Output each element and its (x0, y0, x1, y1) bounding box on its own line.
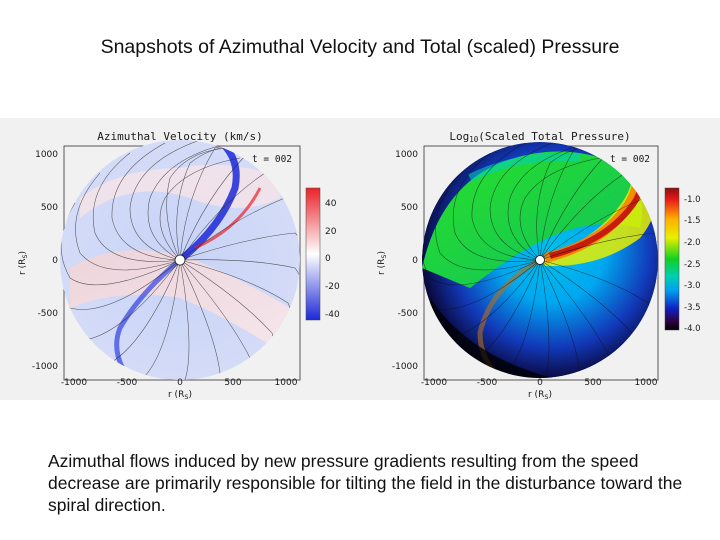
right-y-tick: 0 (412, 256, 418, 266)
left-x-tick: 1000 (275, 378, 298, 388)
right-x-axis-label: r (RS) (528, 390, 552, 400)
left-cbar-tick: 40 (325, 199, 337, 209)
right-plot-title: Log10(Scaled Total Pressure) (449, 130, 630, 144)
left-colorbar-ticks: 40 20 0 -20 -40 (325, 199, 340, 320)
figure-svg: Azimuthal Velocity (km/s) t = 002 (18, 130, 701, 400)
right-y-tick: -1000 (392, 362, 418, 372)
right-cbar-tick: -2.0 (684, 238, 701, 248)
right-cbar-tick: -4.0 (684, 324, 701, 334)
figure-strip: Azimuthal Velocity (km/s) t = 002 (0, 118, 720, 400)
right-y-tick: -500 (398, 309, 419, 319)
left-y-tick: 0 (52, 256, 58, 266)
right-colorbar-ticks: -1.0 -1.5 -2.0 -2.5 -3.0 -3.5 -4.0 (684, 195, 701, 334)
right-plot-x-ticks: -1000 -500 0 500 1000 (421, 378, 658, 388)
left-x-tick: 0 (177, 378, 183, 388)
left-x-axis-label: r (RS) (168, 390, 192, 400)
right-cbar-tick: -3.5 (684, 303, 701, 313)
left-y-tick: -500 (38, 309, 59, 319)
right-cbar-tick: -2.5 (684, 260, 701, 270)
left-y-tick: -1000 (32, 362, 58, 372)
left-y-tick: 1000 (35, 150, 58, 160)
left-x-tick: 500 (224, 378, 241, 388)
right-plot: Log10(Scaled Total Pressure) t = 002 (377, 130, 701, 400)
left-plot-time: t = 002 (252, 154, 292, 165)
left-cbar-tick: -20 (325, 282, 340, 292)
right-y-tick: 1000 (395, 150, 418, 160)
right-colorbar (664, 187, 680, 331)
left-x-tick: -1000 (61, 378, 87, 388)
right-cbar-tick: -1.5 (684, 216, 701, 226)
left-plot-y-ticks: 1000 500 0 -500 -1000 (32, 150, 58, 372)
right-x-tick: -1000 (421, 378, 447, 388)
right-plot-disk (422, 142, 658, 378)
left-x-tick: -500 (117, 378, 138, 388)
right-cbar-tick: -3.0 (684, 281, 701, 291)
right-x-tick: 1000 (635, 378, 658, 388)
right-y-tick: 500 (401, 203, 418, 213)
left-plot-x-ticks: -1000 -500 0 500 1000 (61, 378, 298, 388)
left-plot-title: Azimuthal Velocity (km/s) (97, 130, 263, 143)
left-plot-disk (60, 140, 300, 380)
slide-title: Snapshots of Azimuthal Velocity and Tota… (100, 36, 620, 58)
slide-caption: Azimuthal flows induced by new pressure … (48, 451, 683, 515)
right-cbar-tick: -1.0 (684, 195, 701, 205)
left-cbar-tick: 20 (325, 227, 337, 237)
right-x-tick: 500 (584, 378, 601, 388)
left-y-tick: 500 (41, 203, 58, 213)
left-y-axis-label: r (RS) (18, 251, 29, 275)
left-cbar-tick: 0 (325, 254, 331, 264)
right-plot-time: t = 002 (610, 154, 650, 165)
right-x-tick: -500 (477, 378, 498, 388)
right-x-tick: 0 (537, 378, 543, 388)
left-colorbar (305, 187, 321, 321)
right-plot-y-ticks: 1000 500 0 -500 -1000 (392, 150, 418, 372)
right-y-axis-label: r (RS) (377, 251, 388, 275)
left-plot: Azimuthal Velocity (km/s) t = 002 (18, 130, 340, 400)
left-cbar-tick: -40 (325, 310, 340, 320)
